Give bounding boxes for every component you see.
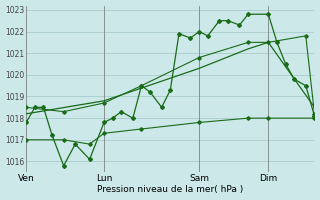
X-axis label: Pression niveau de la mer( hPa ): Pression niveau de la mer( hPa ) xyxy=(97,185,244,194)
